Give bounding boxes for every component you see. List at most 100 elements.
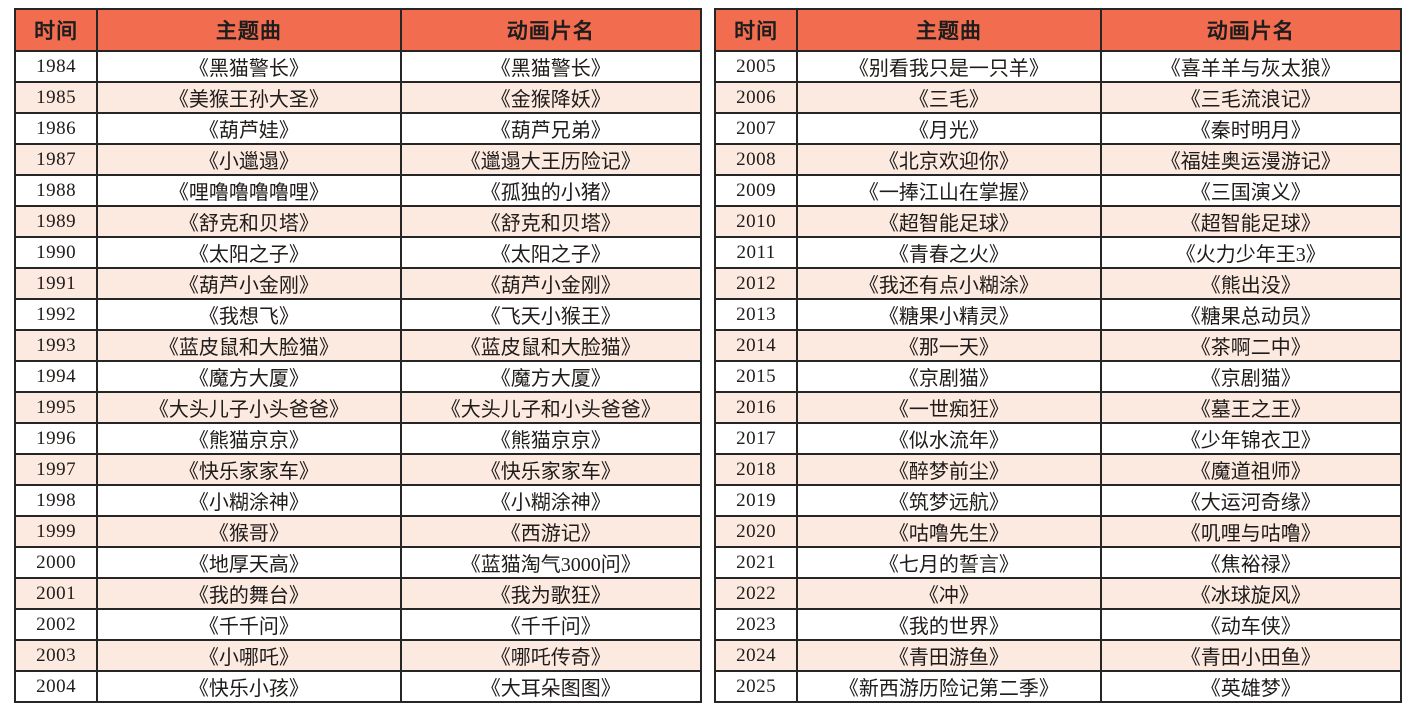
cell-title: 《叽哩与咕噜》: [1099, 515, 1403, 548]
cell-song: 《葫芦小金刚》: [96, 267, 402, 300]
cell-year: 1990: [13, 236, 99, 269]
table-row: 1990 《太阳之子》 《太阳之子》: [13, 236, 703, 269]
cell-song: 《超智能足球》: [796, 205, 1102, 238]
cell-title: 《千千问》: [399, 608, 703, 641]
cell-year: 2025: [713, 670, 799, 703]
table-row: 2012 《我还有点小糊涂》 《熊出没》: [713, 267, 1403, 300]
cell-year: 1988: [13, 174, 99, 207]
table-row: 1999 《猴哥》 《西游记》: [13, 515, 703, 548]
left-table-body: 1984 《黑猫警长》 《黑猫警长》 1985 《美猴王孙大圣》 《金猴降妖》 1986 《葫…: [13, 50, 703, 703]
table-row: 2000 《地厚天高》 《蓝猫淘气3000问》: [13, 546, 703, 579]
cell-title: 《福娃奥运漫游记》: [1099, 143, 1403, 176]
cell-title: 《少年锦衣卫》: [1099, 422, 1403, 455]
cell-year: 2011: [713, 236, 799, 269]
cell-year: 2007: [713, 112, 799, 145]
cell-song: 《青春之火》: [796, 236, 1102, 269]
cell-title: 《大运河奇缘》: [1099, 484, 1403, 517]
cell-year: 2020: [713, 515, 799, 548]
cell-year: 1985: [13, 81, 99, 114]
cell-title: 《蓝皮鼠和大脸猫》: [399, 329, 703, 362]
left-table: 时间 主题曲 动画片名 1984 《黑猫警长》 《黑猫警长》 1985 《美猴王孙大圣》…: [13, 8, 703, 703]
table-row: 1985 《美猴王孙大圣》 《金猴降妖》: [13, 81, 703, 114]
cell-song: 《千千问》: [96, 608, 402, 641]
cell-song: 《月光》: [796, 112, 1102, 145]
right-table: 时间 主题曲 动画片名 2005 《别看我只是一只羊》 《喜羊羊与灰太狼》 2006 《…: [713, 8, 1403, 703]
cell-year: 2022: [713, 577, 799, 610]
cell-title: 《我为歌狂》: [399, 577, 703, 610]
cell-song: 《哩噜噜噜噜哩》: [96, 174, 402, 207]
table-row: 1986 《葫芦娃》 《葫芦兄弟》: [13, 112, 703, 145]
table-row: 2006 《三毛》 《三毛流浪记》: [713, 81, 1403, 114]
cell-title: 《大耳朵图图》: [399, 670, 703, 703]
cell-year: 1998: [13, 484, 99, 517]
cell-year: 2023: [713, 608, 799, 641]
cell-song: 《葫芦娃》: [96, 112, 402, 145]
cell-title: 《京剧猫》: [1099, 360, 1403, 393]
left-panel: 时间 主题曲 动画片名 1984 《黑猫警长》 《黑猫警长》 1985 《美猴王孙大圣》…: [13, 8, 703, 703]
cell-title: 《孤独的小猪》: [399, 174, 703, 207]
table-row: 2010 《超智能足球》 《超智能足球》: [713, 205, 1403, 238]
cell-year: 2024: [713, 639, 799, 672]
table-row: 2018 《醉梦前尘》 《魔道祖师》: [713, 453, 1403, 486]
column-header-title: 动画片名: [1099, 8, 1403, 52]
table-row: 1994 《魔方大厦》 《魔方大厦》: [13, 360, 703, 393]
cell-year: 1991: [13, 267, 99, 300]
table-row: 1996 《熊猫京京》 《熊猫京京》: [13, 422, 703, 455]
cell-title: 《冰球旋风》: [1099, 577, 1403, 610]
cell-song: 《青田游鱼》: [796, 639, 1102, 672]
cell-year: 1994: [13, 360, 99, 393]
table-row: 2003 《小哪吒》 《哪吒传奇》: [13, 639, 703, 672]
cell-title: 《焦裕禄》: [1099, 546, 1403, 579]
cell-year: 1995: [13, 391, 99, 424]
table-row: 2022 《冲》 《冰球旋风》: [713, 577, 1403, 610]
table-row: 2005 《别看我只是一只羊》 《喜羊羊与灰太狼》: [713, 50, 1403, 83]
right-table-body: 2005 《别看我只是一只羊》 《喜羊羊与灰太狼》 2006 《三毛》 《三毛流浪记》 20…: [713, 50, 1403, 703]
column-header-title: 动画片名: [399, 8, 703, 52]
table-row: 2016 《一世痴狂》 《墓王之王》: [713, 391, 1403, 424]
table-row: 1991 《葫芦小金刚》 《葫芦小金刚》: [13, 267, 703, 300]
table-row: 2002 《千千问》 《千千问》: [13, 608, 703, 641]
cell-title: 《太阳之子》: [399, 236, 703, 269]
cell-title: 《动车侠》: [1099, 608, 1403, 641]
cell-year: 2006: [713, 81, 799, 114]
table-row: 2007 《月光》 《秦时明月》: [713, 112, 1403, 145]
cell-year: 2001: [13, 577, 99, 610]
cell-title: 《魔道祖师》: [1099, 453, 1403, 486]
cell-song: 《一世痴狂》: [796, 391, 1102, 424]
cell-title: 《黑猫警长》: [399, 50, 703, 83]
column-header-song: 主题曲: [796, 8, 1102, 52]
cell-title: 《大头儿子和小头爸爸》: [399, 391, 703, 424]
cell-song: 《那一天》: [796, 329, 1102, 362]
table-row: 2025 《新西游历险记第二季》 《英雄梦》: [713, 670, 1403, 703]
cell-title: 《葫芦小金刚》: [399, 267, 703, 300]
cell-song: 《太阳之子》: [96, 236, 402, 269]
table-row: 1989 《舒克和贝塔》 《舒克和贝塔》: [13, 205, 703, 238]
table-row: 1987 《小邋遢》 《邋遢大王历险记》: [13, 143, 703, 176]
table-row: 2008 《北京欢迎你》 《福娃奥运漫游记》: [713, 143, 1403, 176]
cell-title: 《快乐家家车》: [399, 453, 703, 486]
table-row: 2015 《京剧猫》 《京剧猫》: [713, 360, 1403, 393]
cell-song: 《我还有点小糊涂》: [796, 267, 1102, 300]
cell-year: 1986: [13, 112, 99, 145]
table-row: 2024 《青田游鱼》 《青田小田鱼》: [713, 639, 1403, 672]
table-row: 1993 《蓝皮鼠和大脸猫》 《蓝皮鼠和大脸猫》: [13, 329, 703, 362]
cell-year: 2003: [13, 639, 99, 672]
cell-song: 《三毛》: [796, 81, 1102, 114]
cell-title: 《秦时明月》: [1099, 112, 1403, 145]
table-row: 2019 《筑梦远航》 《大运河奇缘》: [713, 484, 1403, 517]
right-panel: 时间 主题曲 动画片名 2005 《别看我只是一只羊》 《喜羊羊与灰太狼》 2006 《…: [713, 8, 1403, 703]
cell-title: 《三国演义》: [1099, 174, 1403, 207]
cell-song: 《魔方大厦》: [96, 360, 402, 393]
header-row: 时间 主题曲 动画片名: [713, 8, 1403, 52]
cell-year: 2017: [713, 422, 799, 455]
cell-title: 《茶啊二中》: [1099, 329, 1403, 362]
cell-song: 《我想飞》: [96, 298, 402, 331]
table-row: 2001 《我的舞台》 《我为歌狂》: [13, 577, 703, 610]
cell-song: 《小糊涂神》: [96, 484, 402, 517]
table-row: 2017 《似水流年》 《少年锦衣卫》: [713, 422, 1403, 455]
cell-song: 《大头儿子小头爸爸》: [96, 391, 402, 424]
cell-title: 《飞天小猴王》: [399, 298, 703, 331]
cell-title: 《魔方大厦》: [399, 360, 703, 393]
cell-title: 《超智能足球》: [1099, 205, 1403, 238]
cell-year: 2018: [713, 453, 799, 486]
